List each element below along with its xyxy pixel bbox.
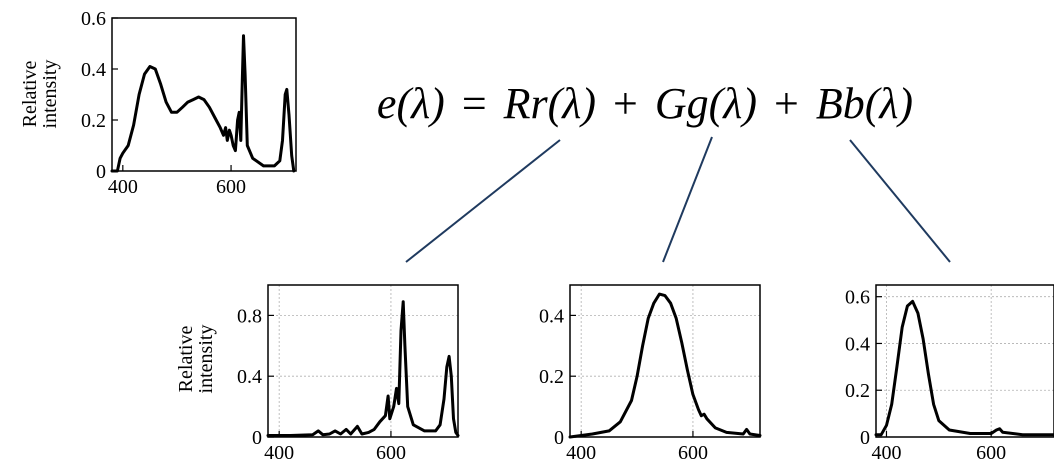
series-line (266, 300, 460, 437)
series-line (568, 292, 762, 439)
y-axis-label-line: intensity (39, 60, 61, 129)
x-tick-label: 600 (976, 442, 1006, 464)
equals-sign: = (462, 79, 487, 128)
x-tick-label: 600 (376, 442, 406, 464)
y-axis-label: Relativeintensity (19, 60, 61, 129)
plot-frame (569, 284, 761, 438)
y-tick-label: 0 (96, 161, 106, 183)
y-tick-label: 0.4 (81, 59, 106, 81)
blue-term: Bb(λ) (816, 79, 913, 128)
y-axis-label: Relativeintensity (175, 325, 217, 394)
y-tick-label: 0.6 (81, 8, 106, 30)
y-tick-label: 0 (860, 427, 870, 449)
y-tick-label: 0.4 (539, 305, 564, 327)
plot-frame (875, 284, 1054, 438)
y-axis-label-line: intensity (195, 325, 217, 394)
connector-blue (849, 139, 951, 263)
x-tick-label: 600 (216, 176, 246, 198)
green-term: Gg(λ) (655, 79, 757, 128)
x-tick-label: 400 (871, 442, 901, 464)
plot-frame (267, 284, 459, 438)
y-tick-label: 0.2 (845, 380, 870, 402)
plot-frame (111, 17, 297, 172)
equation: e(λ) = Rr(λ) + Gg(λ) + Bb(λ) (377, 79, 913, 128)
x-tick-label: 600 (678, 442, 708, 464)
chart-e: 0 0.2 0.4 0.6 400 600 Relativeintensity (19, 8, 297, 198)
chart-b: 0 0.2 0.4 0.6 400 600 (845, 284, 1054, 464)
x-tick-label: 400 (108, 176, 138, 198)
red-term: Rr(λ) (503, 79, 596, 128)
chart-g: 0 0.2 0.4 400 600 (539, 284, 762, 464)
series-line (110, 34, 296, 173)
y-tick-label: 0.8 (237, 305, 262, 327)
equation-lhs: e(λ) (377, 79, 445, 128)
y-axis-label-line: Relative (175, 326, 197, 393)
x-tick-label: 400 (264, 442, 294, 464)
y-tick-label: 0 (252, 427, 262, 449)
chart-r: 0 0.4 0.8 400 600 Relativeintensity (175, 284, 460, 464)
y-axis-label-line: Relative (19, 61, 41, 128)
plus-sign: + (613, 79, 638, 128)
connector-green (662, 136, 713, 263)
y-tick-label: 0.4 (845, 333, 870, 355)
plus-sign: + (774, 79, 799, 128)
y-tick-label: 0.2 (81, 110, 106, 132)
y-tick-label: 0.6 (845, 287, 870, 309)
series-line (874, 299, 1054, 437)
x-tick-label: 400 (566, 442, 596, 464)
y-tick-label: 0.4 (237, 366, 262, 388)
y-tick-label: 0.2 (539, 366, 564, 388)
connector-red (405, 139, 561, 263)
y-tick-label: 0 (554, 427, 564, 449)
